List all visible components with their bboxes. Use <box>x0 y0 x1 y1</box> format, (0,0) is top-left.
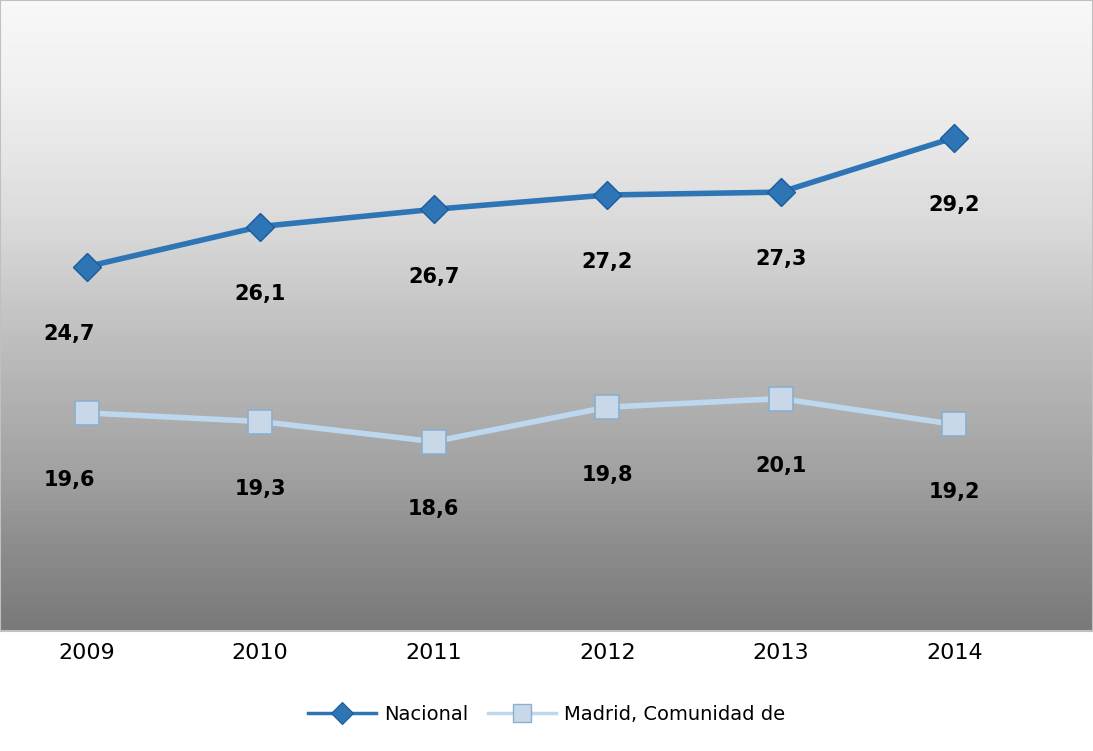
Text: 2012: 2012 <box>579 644 635 663</box>
Text: 27,2: 27,2 <box>581 252 633 273</box>
Text: 2013: 2013 <box>752 644 809 663</box>
Legend: Nacional, Madrid, Comunidad de: Nacional, Madrid, Comunidad de <box>301 697 792 731</box>
Text: 29,2: 29,2 <box>928 195 980 215</box>
Text: 24,7: 24,7 <box>44 324 95 344</box>
Text: 2014: 2014 <box>926 644 983 663</box>
Text: 2009: 2009 <box>58 644 115 663</box>
Text: 18,6: 18,6 <box>408 499 459 519</box>
Text: 19,2: 19,2 <box>928 481 980 502</box>
Text: 19,8: 19,8 <box>581 465 633 484</box>
Text: 27,3: 27,3 <box>755 249 807 270</box>
Text: 26,7: 26,7 <box>408 267 459 287</box>
Text: 2011: 2011 <box>406 644 462 663</box>
Text: 2010: 2010 <box>232 644 289 663</box>
Text: 19,3: 19,3 <box>235 479 286 499</box>
Text: 26,1: 26,1 <box>235 284 286 304</box>
Text: 20,1: 20,1 <box>755 456 807 476</box>
Text: 19,6: 19,6 <box>44 470 95 490</box>
